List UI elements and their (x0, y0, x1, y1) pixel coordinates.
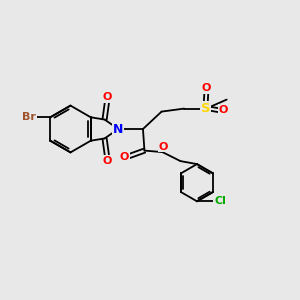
Text: Cl: Cl (214, 196, 226, 206)
Text: O: O (102, 92, 112, 102)
Text: O: O (219, 105, 228, 115)
Text: O: O (159, 142, 168, 152)
Text: O: O (202, 83, 211, 93)
Text: Br: Br (22, 112, 36, 122)
Text: N: N (113, 122, 124, 136)
Text: O: O (119, 152, 129, 163)
Text: S: S (201, 102, 211, 115)
Text: O: O (102, 156, 112, 166)
